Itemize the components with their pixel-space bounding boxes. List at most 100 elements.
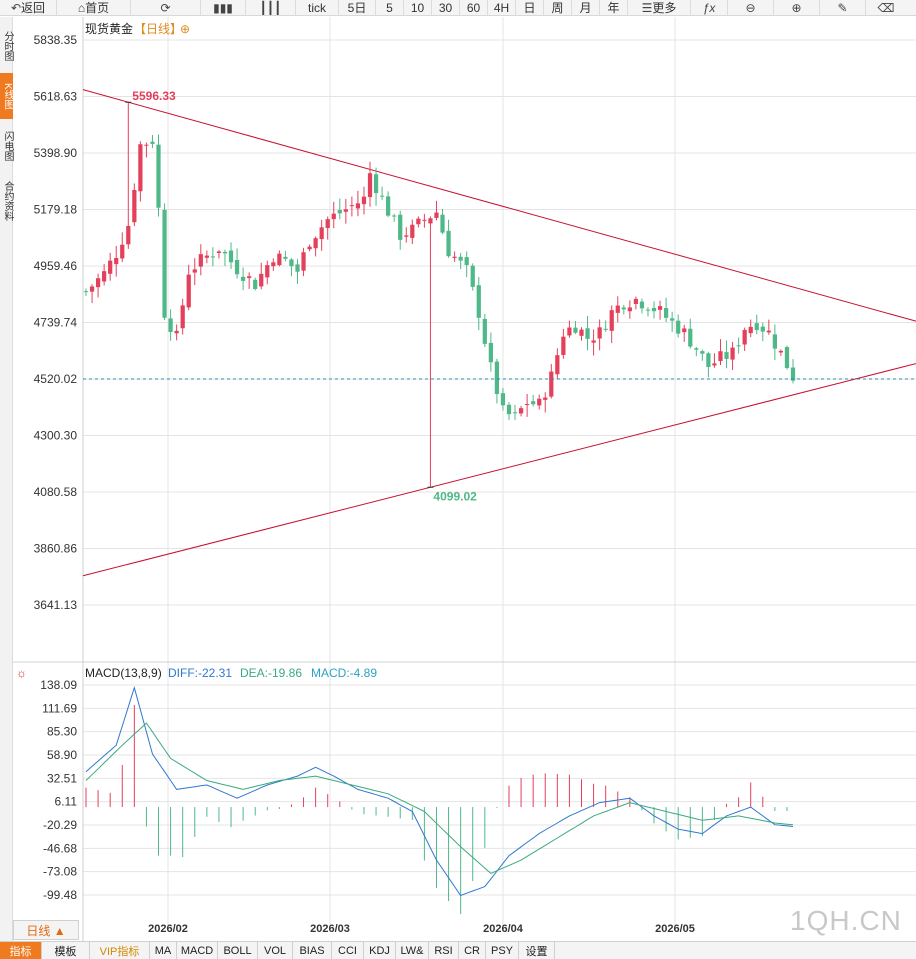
- high-price-label: 5596.33: [132, 89, 176, 103]
- pencil-icon: ✎: [837, 0, 848, 15]
- candle-body: [537, 398, 542, 406]
- side-tab-contract-info[interactable]: 合约资料: [2, 181, 13, 221]
- refresh-icon: ⟳: [160, 0, 171, 15]
- candlestick-button[interactable]: ┃┃┃: [246, 0, 296, 16]
- zoom-in-icon: ⊕: [791, 0, 802, 15]
- lw-tab[interactable]: LW&: [396, 942, 429, 959]
- cr-tab[interactable]: CR: [459, 942, 486, 959]
- candle-body: [319, 227, 324, 240]
- home-icon: ⌂: [77, 0, 86, 15]
- candle-body: [651, 307, 657, 312]
- template-tab[interactable]: 模板: [42, 942, 90, 959]
- candle-body: [494, 361, 500, 395]
- psy-tab[interactable]: PSY: [486, 942, 519, 959]
- candle-body: [525, 404, 530, 406]
- draw-button[interactable]: ✎: [820, 0, 866, 16]
- candle-body: [506, 404, 512, 415]
- candle-body: [712, 363, 717, 366]
- candle-body: [615, 305, 620, 313]
- more-button[interactable]: ☰ 更多: [628, 0, 691, 16]
- low-price-label: 4099.02: [433, 489, 477, 503]
- upper-trendline: [82, 89, 916, 322]
- indicator-tab[interactable]: 指标: [0, 942, 42, 959]
- candle-body: [325, 219, 330, 228]
- vol-tab[interactable]: VOL: [258, 942, 293, 959]
- zoom-in-button[interactable]: ⊕: [774, 0, 820, 16]
- boll-tab[interactable]: BOLL: [218, 942, 258, 959]
- candle-body: [373, 174, 379, 194]
- candle-body: [89, 286, 95, 292]
- rsi-tab[interactable]: RSI: [429, 942, 459, 959]
- macd-dea-value: DEA:-19.86: [240, 666, 302, 680]
- candle-body: [361, 196, 367, 205]
- period-month[interactable]: 月: [572, 0, 600, 16]
- menu-icon: ☰: [641, 0, 653, 15]
- candle-body: [301, 252, 306, 271]
- candle-body: [349, 205, 354, 207]
- zoom-out-button[interactable]: ⊖: [728, 0, 774, 16]
- side-tab-timeshare[interactable]: 分时图: [2, 31, 13, 61]
- candle-body: [271, 262, 276, 267]
- macd-tick-label: 85.30: [47, 725, 77, 739]
- bias-tab[interactable]: BIAS: [293, 942, 332, 959]
- candle-body: [216, 251, 222, 254]
- price-axis: 5838.35 5618.63 5398.90 5179.18 4959.46 4739.…: [34, 33, 78, 612]
- candle-body: [700, 351, 705, 354]
- home-button[interactable]: ⌂ 首页: [57, 0, 131, 16]
- kline-chart[interactable]: 5838.35 5618.63 5398.90 5179.18 4959.46 4739.…: [13, 17, 916, 941]
- back-button[interactable]: ↶ 返回: [0, 0, 57, 16]
- candle-body: [379, 195, 385, 197]
- period-10min[interactable]: 10: [404, 0, 432, 16]
- price-tick-label: 5179.18: [34, 203, 78, 217]
- candle-body: [531, 401, 536, 405]
- candle-body: [416, 218, 421, 225]
- refresh-button[interactable]: ⟳: [131, 0, 201, 16]
- period-30min[interactable]: 30: [432, 0, 460, 16]
- candle-body: [778, 350, 784, 353]
- candle-body: [500, 393, 506, 406]
- candle-body: [83, 291, 89, 293]
- candle-body: [126, 225, 131, 245]
- tick-button[interactable]: tick: [296, 0, 339, 16]
- period-5day[interactable]: 5日: [339, 0, 376, 16]
- indicator-bar: 指标 模板 VIP指标 MA MACD BOLL VOL BIAS CCI KD…: [0, 941, 916, 959]
- period-5min[interactable]: 5: [376, 0, 404, 16]
- macd-tick-label: -73.08: [43, 865, 77, 879]
- candle-body: [657, 306, 663, 310]
- macd-tick-label: -99.48: [43, 888, 77, 902]
- settings-tab[interactable]: 设置: [519, 942, 555, 959]
- lower-trendline: [82, 363, 916, 577]
- period-year[interactable]: 年: [600, 0, 628, 16]
- side-tab-flash[interactable]: 闪电图: [2, 131, 13, 161]
- candle-body: [440, 214, 445, 233]
- candle-body: [561, 336, 566, 355]
- period-60min[interactable]: 60: [460, 0, 488, 16]
- cci-tab[interactable]: CCI: [332, 942, 364, 959]
- candle-body: [633, 298, 639, 304]
- candle-body: [458, 256, 463, 261]
- candle-body: [488, 342, 493, 363]
- period-4h[interactable]: 4H: [488, 0, 516, 16]
- chart-zoom-icon[interactable]: ⊕: [180, 22, 190, 36]
- candle-body: [174, 330, 179, 334]
- candle-body: [240, 276, 246, 281]
- vip-indicator-tab[interactable]: VIP指标: [90, 942, 150, 959]
- kdj-tab[interactable]: KDJ: [364, 942, 396, 959]
- candle-body: [543, 397, 548, 400]
- macd-tick-label: 111.69: [42, 701, 77, 715]
- formula-button[interactable]: ƒx: [691, 0, 728, 16]
- bar-chart-button[interactable]: ▮▮▮: [201, 0, 246, 16]
- candle-body: [168, 318, 173, 332]
- candle-body: [639, 301, 645, 309]
- ma-tab[interactable]: MA: [150, 942, 177, 959]
- candle-body: [108, 260, 113, 274]
- period-selector[interactable]: 日线 ▲: [13, 920, 79, 940]
- period-day[interactable]: 日: [516, 0, 544, 16]
- side-tab-kline[interactable]: K线图: [0, 73, 13, 119]
- candle-body: [313, 238, 318, 249]
- macd-settings-icon[interactable]: ☼: [16, 666, 27, 680]
- period-week[interactable]: 周: [544, 0, 572, 16]
- macd-diff-value: DIFF:-22.31: [168, 666, 232, 680]
- delete-drawing-button[interactable]: ⌫: [866, 0, 906, 16]
- macd-tab[interactable]: MACD: [177, 942, 218, 959]
